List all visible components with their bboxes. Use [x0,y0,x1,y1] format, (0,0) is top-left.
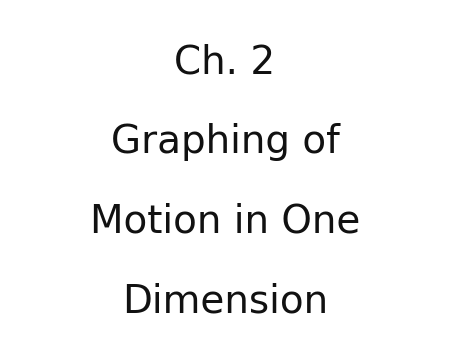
Text: Motion in One: Motion in One [90,203,360,241]
Text: Dimension: Dimension [122,282,328,320]
Text: Graphing of: Graphing of [111,123,339,161]
Text: Ch. 2: Ch. 2 [175,44,275,82]
